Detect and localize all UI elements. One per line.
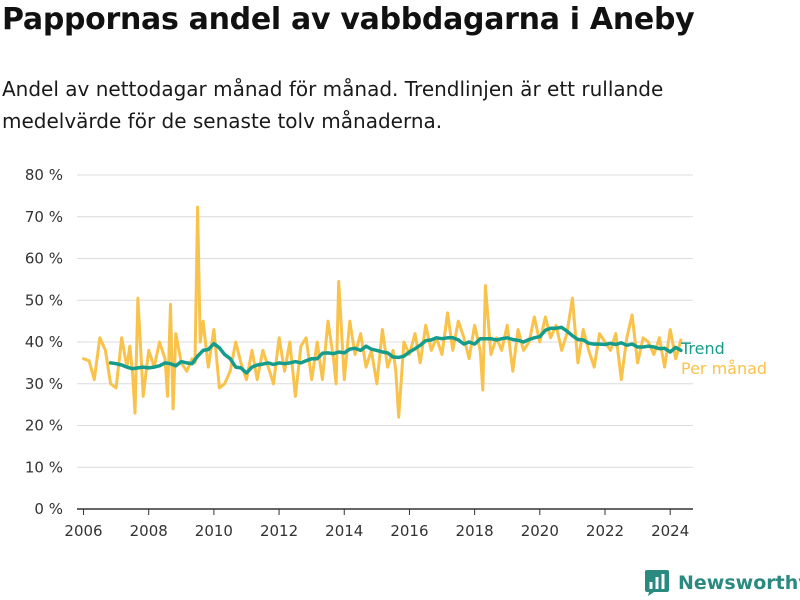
x-tick-label: 2006: [64, 522, 102, 540]
x-tick-label: 2008: [130, 522, 168, 540]
x-tick-label: 2016: [390, 522, 428, 540]
x-tick-label: 2024: [651, 522, 689, 540]
series-line-per-month: [82, 205, 683, 419]
x-tick-label: 2020: [521, 522, 559, 540]
x-tick-label: 2022: [586, 522, 624, 540]
chart-title: Pappornas andel av vabbdagarna i Aneby: [2, 2, 695, 37]
series-line-trend: [108, 325, 683, 375]
legend-label-per-month: Per månad: [681, 359, 767, 378]
y-tick-label: 0 %: [34, 500, 63, 518]
bar-chart-logo-icon: [645, 570, 669, 596]
y-tick-label: 40 %: [25, 333, 63, 351]
y-tick-label: 60 %: [25, 250, 63, 268]
x-tick-label: 2010: [195, 522, 233, 540]
y-tick-label: 20 %: [25, 417, 63, 435]
y-tick-label: 50 %: [25, 291, 63, 309]
y-tick-label: 70 %: [25, 208, 63, 226]
brand-name: Newsworthy: [678, 572, 800, 594]
brand-logo[interactable]: Newsworthy: [644, 568, 800, 598]
y-tick-label: 30 %: [25, 375, 63, 393]
legend-label-trend: Trend: [680, 339, 725, 358]
y-axis-ticks: 0 % 10 % 20 % 30 % 40 % 50 % 60 % 70 % 80 %: [25, 166, 63, 518]
y-tick-label: 80 %: [25, 166, 63, 184]
y-tick-label: 10 %: [25, 458, 63, 476]
x-axis: 2006 2008 2010 2012 2014 2016 2018 2020 2022 2024: [64, 508, 693, 540]
series-lines: [82, 205, 683, 419]
chart-subtitle: Andel av nettodagar månad för månad. Tre…: [2, 77, 664, 133]
x-tick-label: 2014: [325, 522, 363, 540]
x-tick-label: 2018: [456, 522, 494, 540]
x-tick-label: 2012: [260, 522, 298, 540]
